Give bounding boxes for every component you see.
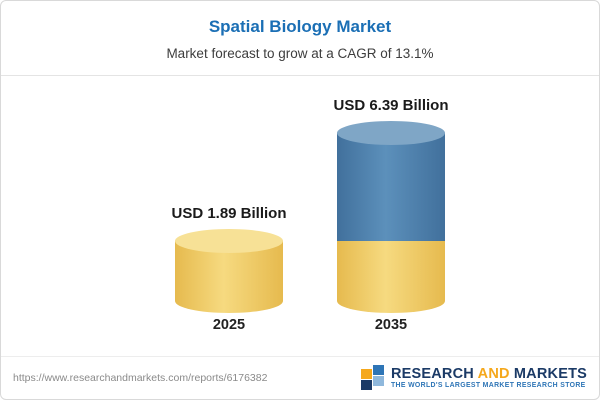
chart-title: Spatial Biology Market — [208, 17, 392, 36]
value-label-2035: USD 6.39 Billion — [333, 97, 449, 114]
axis-label-2025: 2025 — [212, 317, 246, 333]
value-label-2025: USD 1.89 Billion — [171, 205, 287, 222]
chart-header: Spatial Biology Market Market forecast t… — [1, 1, 599, 61]
logo-text: RESEARCH AND MARKETS THE WORLD'S LARGEST… — [391, 366, 587, 391]
cylinder-2025 — [175, 229, 283, 313]
research-and-markets-logo: RESEARCH AND MARKETS THE WORLD'S LARGEST… — [360, 365, 587, 391]
chart-subtitle: Market forecast to grow at a CAGR of 13.… — [166, 46, 434, 61]
logo-word-markets: MARKETS — [513, 365, 587, 382]
cylinder-2035 — [337, 121, 445, 313]
bar-chart: USD 1.89 Billion USD 6.39 Billion 2025 2… — [1, 81, 599, 333]
source-url-link[interactable]: https://www.researchandmarkets.com/repor… — [13, 372, 268, 384]
logo-mark-icon — [360, 365, 384, 390]
logo-wordmark: RESEARCH AND MARKETS — [391, 366, 587, 383]
axis-label-2035: 2035 — [374, 317, 408, 333]
logo-tagline: THE WORLD'S LARGEST MARKET RESEARCH STOR… — [390, 382, 586, 390]
footer: https://www.researchandmarkets.com/repor… — [1, 356, 599, 399]
logo-word-and: AND — [477, 365, 510, 382]
logo-word-research: RESEARCH — [390, 365, 474, 382]
header-divider — [1, 75, 599, 76]
cylinder-bars — [175, 121, 445, 313]
